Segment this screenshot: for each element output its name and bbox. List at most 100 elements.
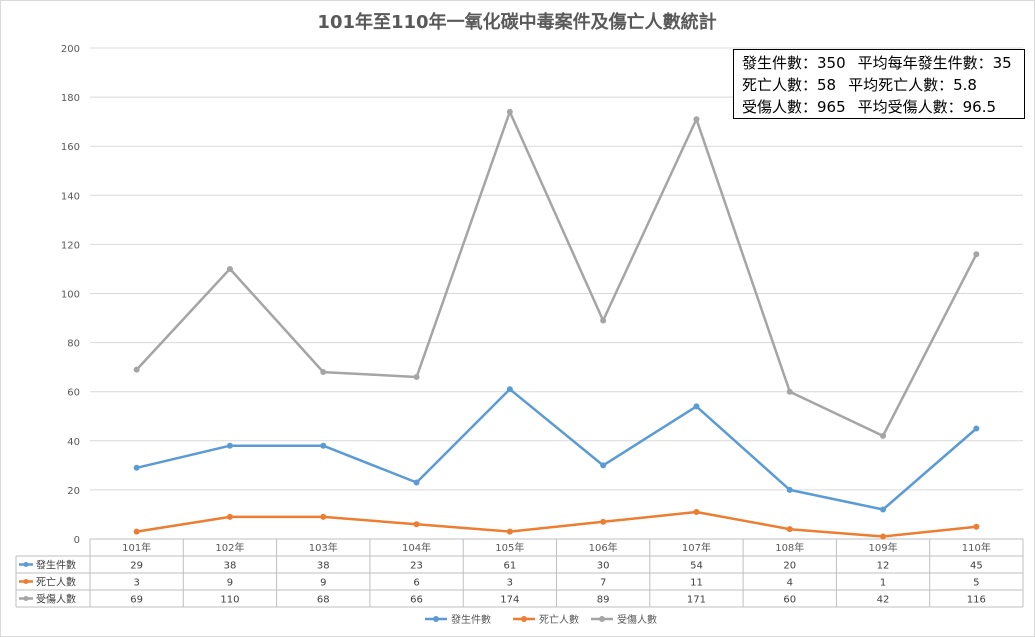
stats-line-cases: 發生件數：350 平均每年發生件數：35 xyxy=(742,52,1016,74)
y-tick-label-40: 40 xyxy=(67,437,80,448)
table-series-name: 發生件數 xyxy=(36,559,76,572)
stats-line-deaths: 死亡人數：58 平均死亡人數：5.8 xyxy=(742,74,1016,96)
series-point xyxy=(880,506,887,513)
average-cases: 平均每年發生件數：35 xyxy=(857,54,1012,72)
table-cell-value: 110 xyxy=(220,595,239,606)
table-cell-value: 7 xyxy=(600,578,606,589)
table-cell-value: 9 xyxy=(320,578,326,589)
series-point xyxy=(880,533,887,540)
series-line xyxy=(135,510,978,538)
x-category-label: 101年 xyxy=(122,541,151,554)
table-cell-value: 61 xyxy=(503,561,516,572)
series-point xyxy=(226,265,233,272)
table-cell-value: 89 xyxy=(597,595,610,606)
table-cell-value: 42 xyxy=(877,595,890,606)
series-point xyxy=(786,486,793,493)
legend-key-marker xyxy=(433,616,439,622)
total-deaths: 死亡人數：58 xyxy=(742,76,837,94)
table-cell-value: 60 xyxy=(783,595,796,606)
series-point xyxy=(600,317,607,324)
series-point xyxy=(600,462,607,469)
table-cell-value: 30 xyxy=(597,561,610,572)
x-category-label: 107年 xyxy=(682,541,711,554)
series-point xyxy=(600,518,607,525)
average-deaths: 平均死亡人數：5.8 xyxy=(848,76,977,94)
total-injuries: 受傷人數：965 xyxy=(742,98,846,116)
table-cell-value: 29 xyxy=(130,561,143,572)
table-series-name: 受傷人數 xyxy=(36,593,76,606)
table-cell-value: 9 xyxy=(227,578,233,589)
table-legend-key-marker xyxy=(23,562,29,567)
series-point xyxy=(786,388,793,395)
y-tick-label-120: 120 xyxy=(61,240,80,251)
table-cell-value: 116 xyxy=(967,595,986,606)
series-point xyxy=(226,513,233,520)
y-tick-label-60: 60 xyxy=(67,388,80,399)
legend-label: 死亡人數 xyxy=(539,613,579,626)
series-point xyxy=(413,373,420,380)
series-point xyxy=(973,425,980,432)
table-cell-value: 12 xyxy=(877,561,890,572)
y-tick-label-20: 20 xyxy=(67,486,80,497)
table-cell-value: 68 xyxy=(317,595,330,606)
table-legend-key-marker xyxy=(23,579,29,584)
table-cell-value: 38 xyxy=(317,561,330,572)
series-point xyxy=(973,523,980,530)
series-point xyxy=(133,366,140,373)
y-tick-label-100: 100 xyxy=(61,290,80,301)
series-point xyxy=(506,386,513,393)
y-tick-label-180: 180 xyxy=(61,93,80,104)
series-point xyxy=(133,464,140,471)
table-cell-value: 11 xyxy=(690,578,703,589)
table-cell-value: 1 xyxy=(880,578,886,589)
table-cell-value: 45 xyxy=(970,561,983,572)
y-tick-label-160: 160 xyxy=(61,142,80,153)
table-cell-value: 4 xyxy=(787,578,793,589)
x-category-label: 103年 xyxy=(309,541,338,554)
table-cell-value: 69 xyxy=(130,595,143,606)
x-category-label: 110年 xyxy=(962,541,991,554)
y-tick-label-200: 200 xyxy=(61,44,80,55)
series-point xyxy=(320,513,327,520)
series-point xyxy=(786,526,793,533)
table-cell-value: 20 xyxy=(783,561,796,572)
total-cases: 發生件數：350 xyxy=(742,54,846,72)
chart-title: 101年至110年一氧化碳中毒案件及傷亡人數統計 xyxy=(317,11,716,33)
table-cell-value: 174 xyxy=(500,595,519,606)
series-point xyxy=(320,442,327,449)
x-category-label: 106年 xyxy=(589,541,618,554)
series-line xyxy=(135,110,978,438)
x-category-label: 102年 xyxy=(215,541,244,554)
y-tick-label-140: 140 xyxy=(61,191,80,202)
table-cell-value: 171 xyxy=(687,595,706,606)
x-category-label: 108年 xyxy=(775,541,804,554)
series-point xyxy=(133,528,140,535)
series-point xyxy=(320,369,327,376)
series-point xyxy=(880,432,887,439)
series-point xyxy=(226,442,233,449)
series-point xyxy=(413,521,420,528)
table-cell-value: 3 xyxy=(507,578,513,589)
summary-stats-box: 發生件數：350 平均每年發生件數：35 死亡人數：58 平均死亡人數：5.8 受傷… xyxy=(733,49,1025,119)
table-cell-value: 3 xyxy=(133,578,139,589)
legend-key-marker xyxy=(599,616,605,622)
series-point xyxy=(506,108,513,115)
table-cell-value: 23 xyxy=(410,561,423,572)
x-category-label: 109年 xyxy=(869,541,898,554)
stats-line-injuries: 受傷人數：965 平均受傷人數：96.5 xyxy=(742,96,1016,118)
table-legend-key-marker xyxy=(23,596,29,601)
legend-key-marker xyxy=(521,616,527,622)
y-tick-label-0: 0 xyxy=(74,535,80,546)
y-tick-label-80: 80 xyxy=(67,339,80,350)
series-point xyxy=(693,116,700,123)
series-point xyxy=(693,508,700,515)
legend-label: 發生件數 xyxy=(451,613,491,626)
table-series-name: 死亡人數 xyxy=(36,576,76,589)
table-cell-value: 6 xyxy=(413,578,419,589)
table-cell-value: 54 xyxy=(690,561,703,572)
x-category-label: 105年 xyxy=(495,541,524,554)
series-point xyxy=(693,403,700,410)
series-line xyxy=(135,387,978,511)
legend-label: 受傷人數 xyxy=(617,613,657,626)
